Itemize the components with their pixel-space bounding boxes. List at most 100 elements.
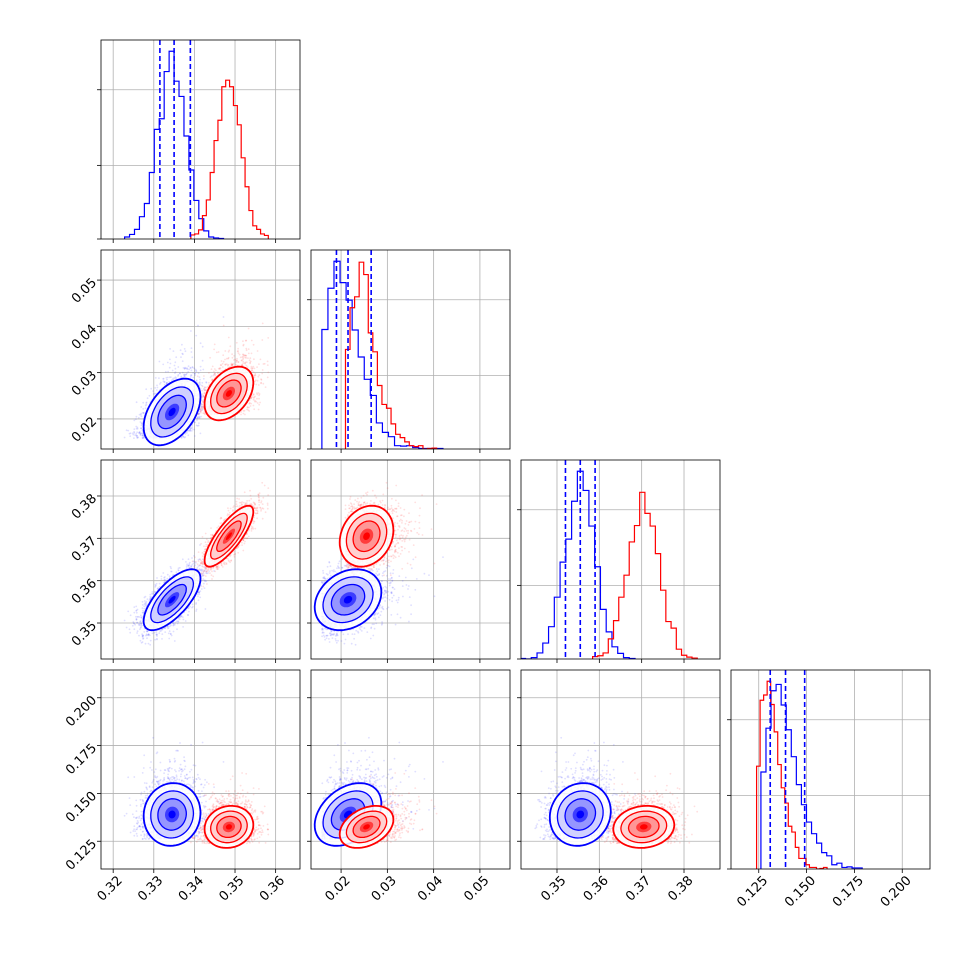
scatter-point bbox=[152, 393, 155, 395]
scatter-point bbox=[260, 382, 262, 385]
scatter-point bbox=[131, 432, 134, 435]
scatter-point bbox=[240, 359, 243, 362]
scatter-point bbox=[252, 398, 255, 401]
scatter-point bbox=[146, 397, 149, 400]
scatter-point bbox=[177, 375, 179, 377]
scatter-point bbox=[186, 368, 189, 371]
scatter-point bbox=[254, 395, 256, 398]
scatter-point bbox=[193, 435, 196, 437]
scatter-point bbox=[190, 374, 193, 377]
scatter-point bbox=[162, 380, 165, 383]
scatter-point bbox=[198, 376, 201, 378]
scatter-point bbox=[242, 353, 245, 356]
scatter-point bbox=[198, 412, 201, 415]
scatter-point bbox=[249, 361, 252, 364]
scatter-point bbox=[193, 428, 196, 431]
scatter-point bbox=[256, 393, 259, 396]
scatter-point bbox=[184, 373, 187, 376]
scatter-point bbox=[222, 360, 225, 363]
scatter-point bbox=[193, 367, 196, 370]
scatter-point bbox=[244, 354, 247, 357]
scatter-point bbox=[182, 353, 184, 356]
scatter-point bbox=[133, 419, 136, 422]
scatter-point bbox=[178, 372, 181, 375]
scatter-point bbox=[245, 339, 248, 342]
scatter-point bbox=[258, 403, 261, 406]
scatter-point bbox=[166, 382, 169, 385]
scatter-point bbox=[197, 372, 200, 375]
scatter-point bbox=[208, 372, 210, 374]
scatter-point bbox=[242, 410, 245, 412]
scatter-point bbox=[182, 436, 185, 438]
scatter-point bbox=[200, 411, 202, 414]
scatter-point bbox=[244, 339, 247, 342]
scatter-point bbox=[138, 432, 140, 434]
scatter-point bbox=[252, 343, 255, 346]
scatter-point bbox=[243, 362, 246, 364]
scatter-point bbox=[237, 350, 239, 352]
scatter-point bbox=[187, 429, 190, 432]
scatter-point bbox=[142, 412, 145, 414]
scatter-point bbox=[170, 376, 172, 378]
scatter-point bbox=[253, 396, 256, 398]
scatter-point bbox=[234, 358, 237, 361]
scatter-point bbox=[190, 351, 193, 353]
scatter-point bbox=[172, 378, 174, 381]
scatter-point bbox=[254, 380, 256, 383]
scatter-point bbox=[236, 359, 239, 362]
scatter-point bbox=[261, 369, 264, 371]
scatter-point bbox=[174, 376, 177, 378]
scatter-point bbox=[201, 403, 203, 406]
scatter-point bbox=[197, 412, 200, 415]
scatter-point bbox=[260, 379, 263, 381]
scatter-point bbox=[202, 412, 205, 414]
scatter-point bbox=[201, 403, 203, 406]
scatter-point bbox=[174, 372, 176, 374]
scatter-point bbox=[254, 399, 256, 402]
scatter-point bbox=[159, 383, 161, 385]
scatter-point bbox=[197, 413, 200, 415]
scatter-point bbox=[194, 372, 196, 375]
scatter-point bbox=[259, 358, 262, 361]
scatter-point bbox=[212, 374, 215, 377]
panel-frame bbox=[100, 39, 301, 240]
scatter-point bbox=[236, 357, 238, 360]
scatter-point bbox=[197, 413, 200, 416]
scatter-point bbox=[245, 364, 248, 367]
scatter-point bbox=[243, 409, 246, 412]
scatter-point bbox=[191, 356, 194, 359]
scatter-point bbox=[257, 375, 260, 378]
scatter-point bbox=[166, 378, 168, 381]
scatter-point bbox=[159, 381, 162, 384]
scatter-point bbox=[189, 428, 192, 431]
scatter-point bbox=[143, 436, 145, 438]
scatter-point bbox=[199, 432, 202, 435]
scatter-point bbox=[135, 433, 138, 435]
scatter-point bbox=[196, 416, 199, 418]
scatter-point bbox=[202, 368, 205, 371]
scatter-point bbox=[199, 408, 201, 411]
scatter-point bbox=[258, 394, 260, 397]
scatter-point bbox=[156, 384, 158, 387]
scatter-point bbox=[242, 362, 245, 365]
scatter-point bbox=[230, 365, 233, 367]
scatter-point bbox=[244, 362, 247, 365]
scatter-point bbox=[227, 357, 230, 360]
scatter-point bbox=[154, 387, 157, 389]
scatter-point bbox=[235, 359, 238, 362]
scatter-point bbox=[202, 394, 205, 397]
scatter-point bbox=[261, 322, 264, 325]
scatter-point bbox=[242, 357, 245, 359]
scatter-point bbox=[247, 348, 250, 350]
scatter-point bbox=[241, 364, 244, 366]
scatter-point bbox=[190, 369, 193, 372]
scatter-point bbox=[187, 365, 190, 368]
scatter-point bbox=[235, 341, 238, 344]
scatter-point bbox=[222, 316, 225, 318]
scatter-point bbox=[245, 357, 248, 359]
scatter-point bbox=[140, 414, 142, 416]
scatter-point bbox=[254, 372, 257, 375]
scatter-point bbox=[135, 415, 138, 418]
scatter-point bbox=[266, 376, 269, 379]
scatter-point bbox=[245, 349, 248, 352]
